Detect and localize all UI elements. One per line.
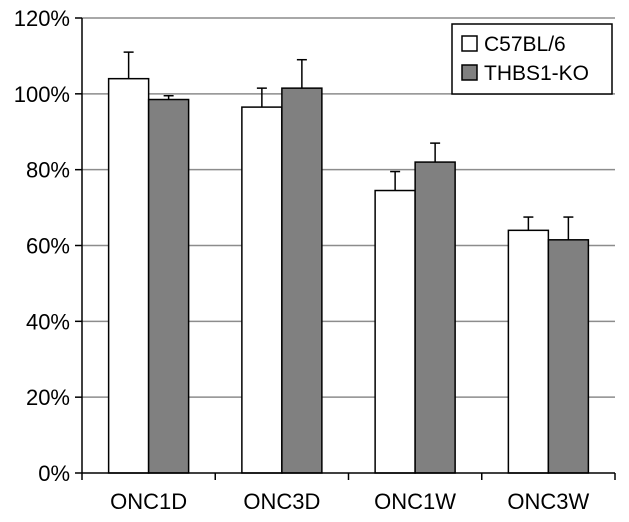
axes: 0% 20% 40% 60% 80% 100% 120% ONC1D ONC3D ONC1W ONC… xyxy=(14,6,616,514)
legend-box xyxy=(451,23,613,95)
legend-swatch xyxy=(461,35,478,52)
bars xyxy=(107,51,590,474)
y-tick-label: 100% xyxy=(14,82,70,107)
bar xyxy=(241,106,283,474)
bar xyxy=(414,161,456,474)
y-tick-label: 40% xyxy=(26,309,70,334)
y-tick-label: 20% xyxy=(26,385,70,410)
x-tick-label: ONC1D xyxy=(110,489,187,514)
y-tick-label: 80% xyxy=(26,158,70,183)
bar xyxy=(547,239,590,474)
bar xyxy=(374,189,416,474)
bar xyxy=(281,87,323,474)
legend-label: THBS1-KO xyxy=(484,62,589,85)
bar xyxy=(107,77,150,474)
y-tick-label: 0% xyxy=(38,461,70,486)
x-tick-label: ONC3D xyxy=(243,489,320,514)
bar xyxy=(507,229,550,474)
legend-swatch xyxy=(461,64,478,81)
legend-label: C57BL/6 xyxy=(484,33,566,56)
bar xyxy=(147,98,190,474)
x-tick-label: ONC3W xyxy=(507,489,589,514)
legend: C57BL/6 THBS1-KO xyxy=(451,23,613,95)
y-tick-label: 60% xyxy=(26,234,70,259)
x-tick-label: ONC1W xyxy=(374,489,456,514)
y-tick-label: 120% xyxy=(14,6,70,31)
